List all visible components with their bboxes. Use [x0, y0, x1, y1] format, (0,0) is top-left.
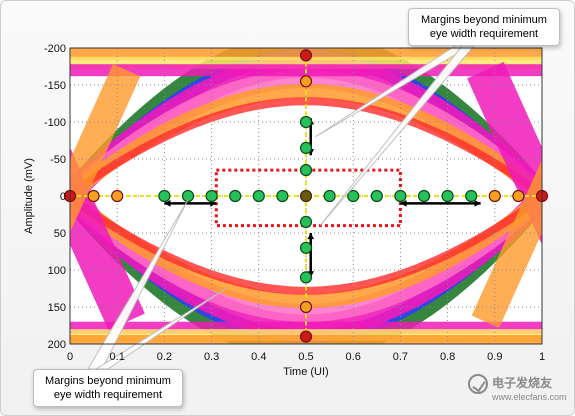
x-tick-label: 0.1 — [110, 351, 125, 363]
top-callout: Margins beyond minimum eye width require… — [408, 8, 560, 46]
x-tick-label: 0 — [67, 351, 73, 363]
y-tick-label: 0 — [60, 191, 66, 203]
horizontal-scan-point — [441, 189, 454, 203]
watermark-url: www.elecfans.com — [492, 392, 567, 402]
x-tick-label: 0.5 — [298, 351, 313, 363]
crossover-band — [471, 159, 542, 328]
callout-pointer — [319, 45, 476, 226]
horizontal-scan-point — [512, 189, 525, 203]
x-tick-label: 0.6 — [346, 351, 361, 363]
horizontal-scan-point — [158, 189, 171, 203]
callout-pointers — [87, 45, 476, 370]
crossover-band — [70, 64, 141, 233]
margin-arrow-head — [400, 200, 407, 207]
y-tick-label: -100 — [44, 117, 66, 129]
horizontal-scan-point — [370, 189, 383, 203]
crossover-band — [70, 147, 145, 331]
y-axis-ticks: -200 -150 -100 -50 0 50 100 150 200 — [44, 43, 66, 351]
horizontal-scan-point — [323, 189, 336, 203]
elecfans-logo-icon — [468, 374, 488, 394]
vertical-scan-point — [299, 215, 313, 228]
x-tick-label: 1 — [539, 351, 545, 363]
vertical-scan-point — [299, 271, 313, 284]
x-tick-label: 0.3 — [204, 351, 219, 363]
x-tick-label: 0.2 — [157, 351, 172, 363]
margin-arrow-head — [164, 200, 171, 207]
horizontal-scan-point — [465, 189, 478, 203]
y-axis-label: Amplitude (mV) — [23, 158, 35, 234]
horizontal-scan-point — [111, 189, 124, 203]
x-tick-label: 0.7 — [393, 351, 408, 363]
vertical-scan-point — [299, 330, 313, 343]
vertical-scan-point — [299, 75, 313, 88]
y-tick-label: 50 — [54, 228, 66, 240]
x-axis-ticks: 0 0.1 0.2 0.3 0.4 0.5 0.6 0.7 0.8 0.9 1 — [67, 351, 545, 363]
vertical-scan-point — [299, 115, 313, 129]
vertical-scan-point — [299, 49, 313, 62]
x-tick-label: 0.8 — [440, 351, 455, 363]
x-axis-label: Time (UI) — [283, 366, 328, 378]
y-tick-label: 100 — [48, 265, 66, 277]
horizontal-scan-point — [205, 189, 218, 203]
y-tick-label: 150 — [48, 302, 66, 314]
eye-trace-lower-5 — [70, 193, 542, 295]
horizontal-scan-point — [181, 189, 195, 203]
margin-arrow-head — [307, 233, 315, 240]
crossover-band — [467, 61, 542, 245]
horizontal-scan-point — [299, 189, 313, 203]
horizontal-scan-point — [87, 189, 100, 203]
y-tick-label: -150 — [44, 80, 66, 92]
horizontal-scan-point — [394, 189, 407, 203]
horizontal-scan-point — [229, 189, 242, 203]
vertical-scan-point — [299, 300, 313, 314]
plot-border — [69, 47, 543, 345]
horizontal-scan-point — [347, 189, 360, 203]
horizontal-scan-point — [276, 189, 289, 203]
vertical-scan-point — [299, 241, 313, 254]
y-tick-label: -50 — [50, 154, 66, 166]
vertical-scan-point — [299, 141, 313, 154]
vertical-scan-point — [299, 164, 313, 177]
y-tick-label: -200 — [44, 43, 66, 55]
scan-points — [63, 49, 549, 343]
horizontal-scan-point — [252, 189, 265, 203]
horizontal-scan-point — [417, 189, 431, 203]
bottom-callout: Margins beyond minimum eye width require… — [33, 369, 183, 407]
x-tick-label: 0.9 — [487, 351, 502, 363]
horizontal-scan-point — [488, 189, 501, 203]
margin-arrow-head — [474, 200, 481, 207]
y-tick-label: 200 — [48, 339, 66, 351]
watermark: 电子发烧友 www.elecfans.com — [468, 372, 568, 408]
watermark-text: 电子发烧友 — [492, 376, 553, 390]
x-tick-label: 0.4 — [251, 351, 266, 363]
